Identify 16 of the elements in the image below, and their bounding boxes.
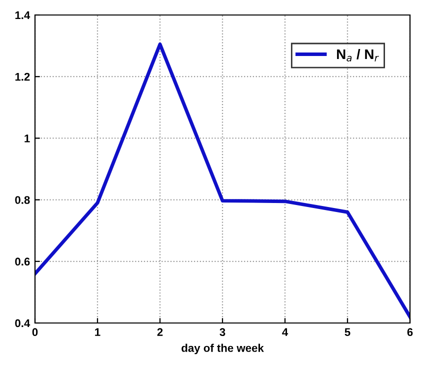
x-tick-label: 0: [32, 328, 38, 336]
y-tick-label: 1: [24, 134, 30, 142]
y-tick-label: 0.4: [15, 319, 30, 328]
x-tick-label: 4: [282, 328, 288, 336]
line-series: [35, 42, 410, 319]
y-tick-label: 0.6: [15, 258, 30, 266]
x-tick-label: 3: [220, 328, 226, 336]
x-tick-label: 6: [407, 328, 413, 336]
y-tick-label: 1.2: [15, 72, 30, 81]
y-tick-label: 0.8: [15, 196, 30, 204]
x-tick-label: 5: [344, 328, 350, 336]
y-tick-label: 1.4: [15, 11, 30, 20]
x-tick-label: 2: [157, 328, 163, 336]
legend-label: N$_{a}$ / N$_{r}$: [337, 48, 379, 62]
x-axis-title: day of the week: [182, 344, 264, 354]
x-tick-label: 1: [95, 328, 100, 336]
